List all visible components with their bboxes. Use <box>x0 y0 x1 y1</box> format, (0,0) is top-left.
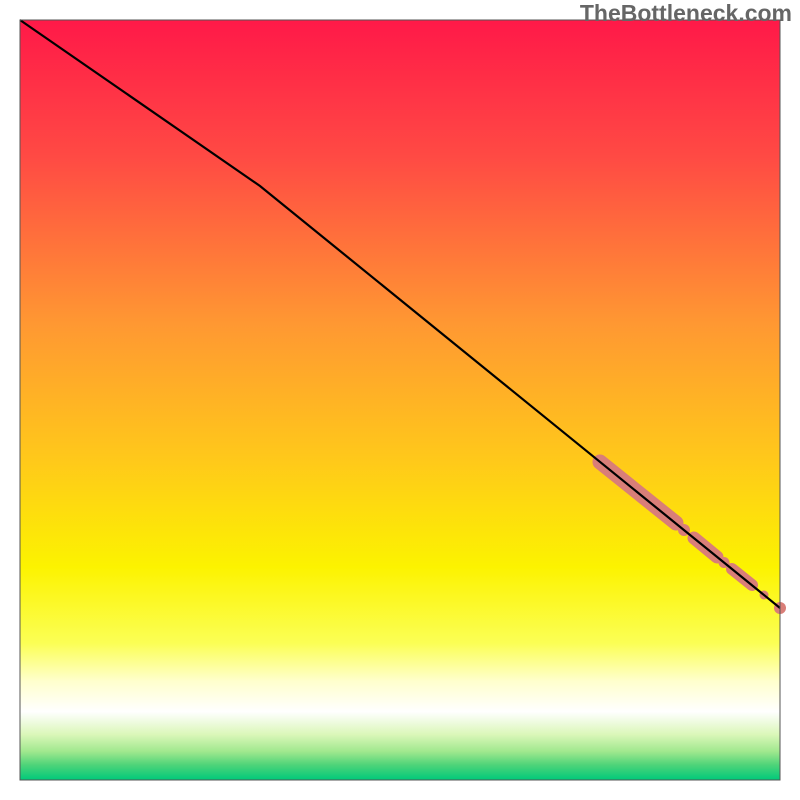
chart-container: TheBottleneck.com <box>0 0 800 800</box>
plot-background <box>20 20 780 780</box>
gradient-chart <box>0 0 800 800</box>
attribution-text: TheBottleneck.com <box>580 0 792 27</box>
